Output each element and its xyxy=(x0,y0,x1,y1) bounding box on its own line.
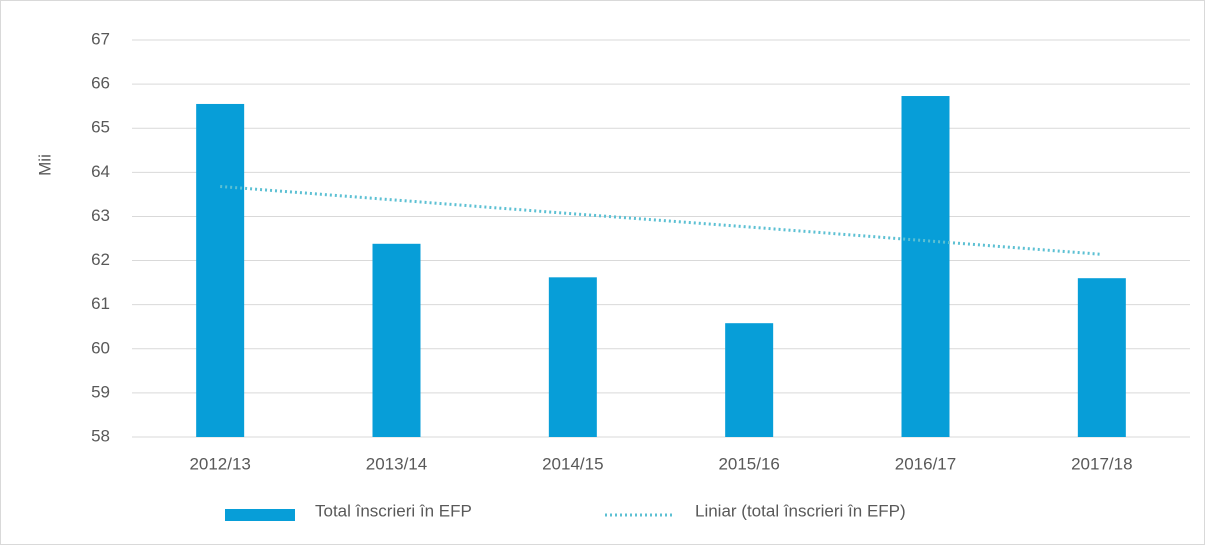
x-tick-label: 2017/18 xyxy=(1071,454,1132,473)
bar xyxy=(901,96,950,437)
legend-label: Total înscrieri în EFP xyxy=(315,501,472,520)
bar xyxy=(725,323,774,437)
y-axis-label: Mii xyxy=(35,154,54,176)
x-tick-label: 2015/16 xyxy=(718,454,779,473)
legend-label: Liniar (total înscrieri în EFP) xyxy=(695,501,906,520)
y-tick-label: 58 xyxy=(91,426,110,445)
bar xyxy=(372,243,421,437)
x-tick-label: 2013/14 xyxy=(366,454,427,473)
trend-line xyxy=(220,184,1102,256)
y-tick-label: 59 xyxy=(91,382,110,401)
legend-swatch xyxy=(225,509,295,521)
y-tick-label: 66 xyxy=(91,74,110,93)
x-tick-label: 2016/17 xyxy=(895,454,956,473)
y-tick-label: 65 xyxy=(91,118,110,137)
y-tick-label: 67 xyxy=(91,29,110,48)
y-tick-label: 61 xyxy=(91,294,110,313)
y-tick-label: 62 xyxy=(91,250,110,269)
y-tick-label: 64 xyxy=(91,162,110,181)
bar xyxy=(196,103,245,437)
y-tick-label: 63 xyxy=(91,206,110,225)
y-tick-label: 60 xyxy=(91,338,110,357)
x-tick-label: 2012/13 xyxy=(189,454,250,473)
bar xyxy=(1077,278,1126,437)
bar xyxy=(548,277,597,437)
x-tick-label: 2014/15 xyxy=(542,454,603,473)
